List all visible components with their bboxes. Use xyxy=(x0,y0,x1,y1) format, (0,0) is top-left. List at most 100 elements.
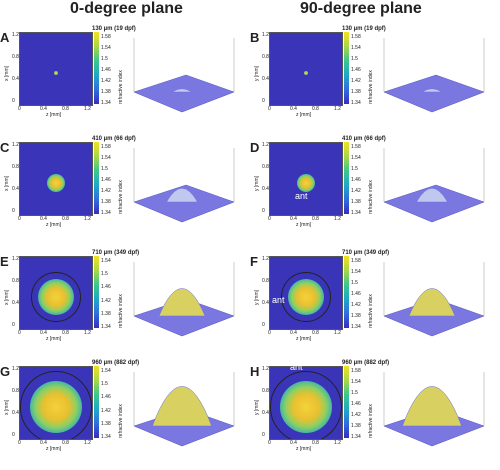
colorbar-tick: 1.5 xyxy=(101,166,108,172)
colorbar-tick: 1.42 xyxy=(351,188,361,194)
panel-B: B 1.2 0.8 0.4 0 0 0.4 0.8 1.2 z [mm] y [mm] 1.58 1.5… xyxy=(250,26,500,136)
panel-letter: H xyxy=(250,364,260,379)
surface-peak xyxy=(421,88,443,93)
colorbar xyxy=(344,256,349,328)
colorbar-tick: 1.54 xyxy=(101,45,111,51)
y-tick-label: 1.2 xyxy=(262,32,269,38)
colorbar-tick: 1.42 xyxy=(101,188,111,194)
z-axis-label: refractive index xyxy=(368,404,374,438)
colorbar-tick: 1.46 xyxy=(351,67,361,73)
lens-blob xyxy=(297,174,315,192)
colorbar-tick: 1.38 xyxy=(351,199,361,205)
x-tick-label: 0 xyxy=(268,330,271,336)
x-tick-label: 0.4 xyxy=(290,106,297,112)
ant-label: ant xyxy=(290,362,303,372)
colorbar-tick: 1.46 xyxy=(101,177,111,183)
colorbar-tick: 1.5 xyxy=(351,166,358,172)
heatmap xyxy=(269,366,343,440)
y-tick-label: 0 xyxy=(262,98,265,104)
heatmap xyxy=(19,32,93,106)
colorbar-tick: 1.54 xyxy=(101,368,111,374)
colorbar-tick: 1.46 xyxy=(351,291,361,297)
x-tick-label: 0.8 xyxy=(312,440,319,446)
y-tick-label: 1.2 xyxy=(262,366,269,372)
y-tick-label: 1.2 xyxy=(12,32,19,38)
depth-label: 410 µm (66 dpf) xyxy=(92,136,136,142)
lens-contour xyxy=(30,271,82,323)
x-axis-label: z [mm] xyxy=(46,336,61,342)
x-tick-label: 0.4 xyxy=(40,216,47,222)
colorbar-tick: 1.46 xyxy=(351,177,361,183)
colorbar-tick: 1.54 xyxy=(101,155,111,161)
heatmap xyxy=(269,142,343,216)
y-axis-label: x [mm] xyxy=(4,400,10,415)
surface-plot xyxy=(383,262,485,337)
x-tick-label: 1.2 xyxy=(84,330,91,336)
y-tick-label: 0 xyxy=(12,98,15,104)
colorbar-tick: 1.54 xyxy=(351,269,361,275)
colorbar-tick: 1.38 xyxy=(101,89,111,95)
surface-peak xyxy=(166,188,198,203)
y-tick-label: 0.4 xyxy=(262,300,269,306)
colorbar-tick: 1.5 xyxy=(101,381,108,388)
surface-base xyxy=(133,184,235,223)
panel-letter: A xyxy=(0,30,10,45)
y-axis-label: y [mm] xyxy=(254,400,260,415)
y-tick-label: 0 xyxy=(12,322,15,328)
colorbar xyxy=(94,256,99,328)
y-tick-label: 0 xyxy=(262,322,265,328)
colorbar-tick: 1.38 xyxy=(101,420,111,427)
surface-plot xyxy=(383,38,485,113)
x-tick-label: 0.8 xyxy=(312,216,319,222)
x-tick-label: 0 xyxy=(18,440,21,446)
colorbar-tick: 1.46 xyxy=(101,67,111,73)
x-tick-label: 0.8 xyxy=(62,106,69,112)
colorbar-tick: 1.34 xyxy=(351,100,361,106)
y-axis-label: y [mm] xyxy=(254,66,260,81)
x-tick-label: 0 xyxy=(18,216,21,222)
surface-plot xyxy=(383,372,485,447)
y-tick-label: 0.4 xyxy=(262,410,269,416)
x-axis-label: z [mm] xyxy=(46,222,61,228)
colorbar-tick: 1.42 xyxy=(101,297,111,304)
x-tick-label: 1.2 xyxy=(84,216,91,222)
colorbar-tick: 1.5 xyxy=(351,390,358,396)
y-axis-label: y [mm] xyxy=(254,290,260,305)
y-tick-label: 0.8 xyxy=(12,388,19,394)
lens-blob xyxy=(47,174,65,192)
x-tick-label: 0.4 xyxy=(40,330,47,336)
x-tick-label: 0.8 xyxy=(312,330,319,336)
heatmap xyxy=(269,32,343,106)
panel-D: D 1.2 0.8 0.4 0 0 0.4 0.8 1.2 z [mm] y [mm] 1.58 1.5… xyxy=(250,136,500,246)
colorbar-tick: 1.38 xyxy=(351,89,361,95)
y-tick-label: 0.8 xyxy=(262,54,269,60)
colorbar-tick: 1.58 xyxy=(101,144,111,150)
colorbar-tick: 1.38 xyxy=(351,313,361,319)
z-axis-label: refractive index xyxy=(368,180,374,214)
colorbar-tick: 1.34 xyxy=(101,100,111,106)
x-tick-label: 1.2 xyxy=(334,216,341,222)
y-tick-label: 0 xyxy=(12,432,15,438)
colorbar xyxy=(344,366,349,438)
z-axis-label: refractive index xyxy=(118,180,124,214)
y-tick-label: 0.4 xyxy=(12,76,19,82)
heatmap xyxy=(19,142,93,216)
surface-peak xyxy=(158,288,206,317)
depth-label: 130 µm (19 dpf) xyxy=(342,26,386,32)
colorbar-tick: 1.34 xyxy=(351,324,361,330)
y-tick-label: 0.8 xyxy=(12,164,19,170)
y-tick-label: 0.4 xyxy=(12,186,19,192)
lens-blob xyxy=(53,70,59,76)
colorbar-tick: 1.38 xyxy=(351,423,361,429)
heatmap xyxy=(19,366,93,440)
panel-letter: G xyxy=(0,364,11,379)
panel-letter: D xyxy=(250,140,260,155)
z-axis-label: refractive index xyxy=(118,404,124,438)
colorbar-tick: 1.42 xyxy=(351,302,361,308)
y-tick-label: 0.8 xyxy=(262,388,269,394)
y-tick-label: 0.8 xyxy=(262,164,269,170)
x-tick-label: 0 xyxy=(268,106,271,112)
x-tick-label: 1.2 xyxy=(334,330,341,336)
y-tick-label: 0.4 xyxy=(12,410,19,416)
panel-G: G 1.2 0.8 0.4 0 0 0.4 0.8 1.2 z [mm] x [mm] 1.54 1.5… xyxy=(0,360,250,470)
